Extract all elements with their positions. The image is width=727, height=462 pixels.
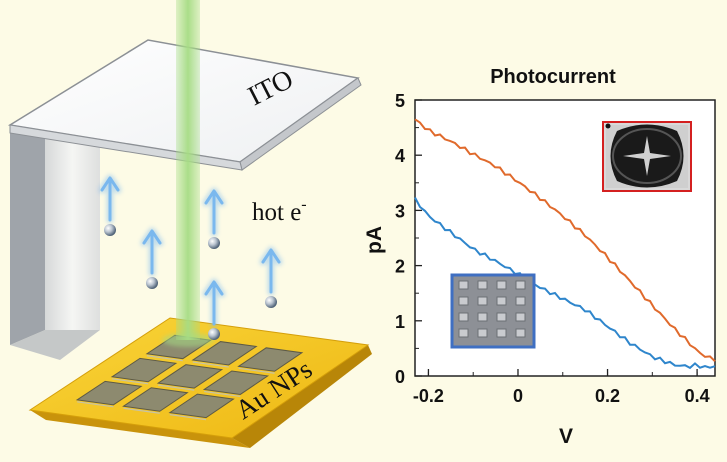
up-arrow-icon (259, 246, 283, 296)
gold-nanoparticle-array (75, 334, 304, 421)
electron-icon (146, 277, 158, 289)
nanoparticle-pad (191, 341, 258, 366)
data-series (414, 118, 716, 370)
inset-micrograph-top (602, 121, 692, 192)
x-tick-label: 0.4 (685, 386, 710, 406)
x-axis-label: V (559, 425, 573, 448)
hot-electrons (98, 174, 283, 340)
x-tick-label: 0.2 (595, 386, 620, 406)
series-line (414, 197, 716, 370)
up-arrow-icon (202, 187, 226, 237)
nanoparticle-pad (168, 393, 235, 419)
x-tick-label: 0 (513, 386, 523, 406)
y-axis-label: pA (363, 226, 386, 254)
axis-ticks: -0.2 0 0.2 0.4 0 1 2 3 4 5 (395, 91, 710, 406)
up-arrow-icon (98, 174, 122, 224)
up-arrow-icon (140, 227, 164, 277)
electron-icon (208, 237, 220, 249)
y-tick-label: 2 (395, 257, 405, 277)
electron (98, 174, 122, 236)
laser-beam (162, 0, 214, 347)
y-tick-label: 0 (395, 367, 405, 387)
x-tick-label: -0.2 (413, 386, 444, 406)
nanoparticle-pad (110, 357, 178, 383)
electron (202, 278, 226, 340)
y-tick-label: 4 (395, 146, 405, 166)
nanoparticle-pad (122, 387, 189, 412)
hot-electron-label: hot e- (252, 196, 307, 226)
hot-electron-label-text: hot e (252, 199, 301, 226)
electron (259, 246, 283, 308)
photocurrent-chart: Photocurrent -0.2 0 0.2 0.4 0 1 2 3 4 5 V pA (363, 66, 716, 448)
nanoparticle-pad (75, 380, 143, 406)
y-tick-label: 1 (395, 312, 405, 332)
nanoparticle-pad (202, 370, 270, 395)
electron-icon (208, 328, 220, 340)
nanoparticle-pad (237, 347, 304, 372)
hot-electron-superscript: - (301, 196, 306, 213)
up-arrow-icon (202, 278, 226, 328)
y-tick-label: 5 (395, 91, 405, 111)
series-line (414, 118, 716, 363)
electron (202, 187, 226, 249)
electron-icon (265, 296, 277, 308)
device-schematic: ITO hot e- Au NPs (7, 0, 372, 448)
electron-icon (104, 224, 116, 236)
inset-micrograph-bottom (450, 273, 536, 349)
y-tick-label: 3 (395, 201, 405, 221)
electron (140, 227, 164, 289)
chart-title: Photocurrent (490, 66, 616, 88)
nanoparticle-pad (156, 364, 224, 389)
side-glass-wall (10, 110, 100, 360)
